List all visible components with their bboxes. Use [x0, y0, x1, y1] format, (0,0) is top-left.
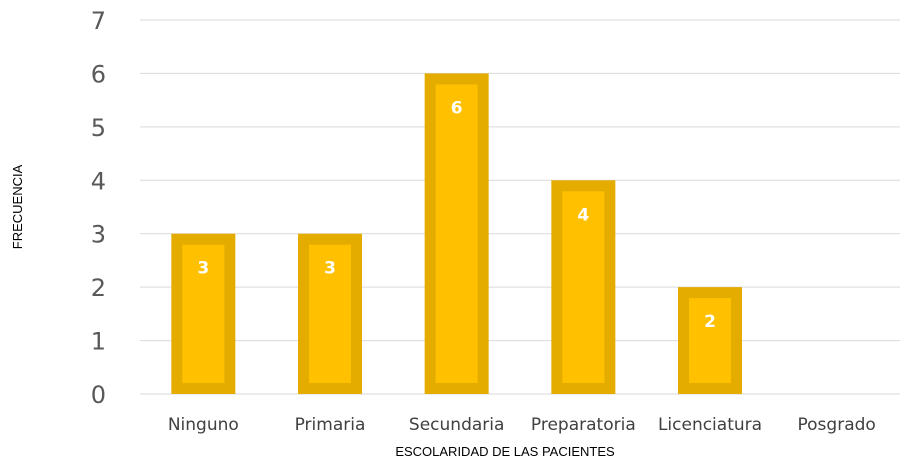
bars: [171, 73, 742, 394]
bar-licenciatura: [678, 287, 742, 394]
x-tick-label-posgrado: Posgrado: [798, 415, 876, 435]
data-label-primaria: 3: [324, 259, 336, 279]
x-tick-label-ninguno: Ninguno: [168, 415, 239, 435]
y-tick-label: 5: [91, 114, 106, 142]
y-tick-label: 7: [91, 7, 106, 35]
data-label-licenciatura: 2: [704, 312, 716, 332]
y-tick-label: 3: [91, 221, 106, 249]
x-axis-title: ESCOLARIDAD DE LAS PACIENTES: [395, 444, 615, 459]
bar-fill: [689, 298, 731, 383]
x-tick-label-preparatoria: Preparatoria: [531, 415, 636, 435]
y-axis-title: FRECUENCIA: [10, 164, 25, 249]
y-tick-label: 0: [91, 381, 106, 409]
bar-fill: [435, 84, 478, 383]
bar-primaria: [298, 233, 362, 394]
x-tick-label-licenciatura: Licenciatura: [658, 415, 762, 435]
bar-fill: [562, 191, 605, 383]
y-tick-label: 6: [91, 60, 106, 88]
data-label-preparatoria: 4: [577, 205, 589, 225]
bar-fill: [309, 244, 351, 383]
y-tick-label: 4: [91, 167, 106, 195]
bar-secundaria: [424, 73, 489, 394]
data-labels: 3 3 6 4 2: [197, 98, 716, 332]
x-axis-ticks: Ninguno Primaria Secundaria Preparatoria Lic…: [168, 415, 876, 435]
gridlines: [140, 19, 900, 395]
x-tick-label-primaria: Primaria: [295, 415, 366, 435]
bar-preparatoria: [551, 180, 616, 394]
data-label-ninguno: 3: [197, 259, 209, 279]
x-tick-label-secundaria: Secundaria: [409, 415, 504, 435]
data-label-secundaria: 6: [451, 98, 463, 118]
y-tick-label: 1: [91, 328, 106, 356]
y-tick-label: 2: [91, 274, 106, 302]
bar-ninguno: [171, 233, 236, 394]
y-axis-ticks: 0 1 2 3 4 5 6 7: [91, 7, 106, 409]
bar-fill: [182, 244, 225, 383]
